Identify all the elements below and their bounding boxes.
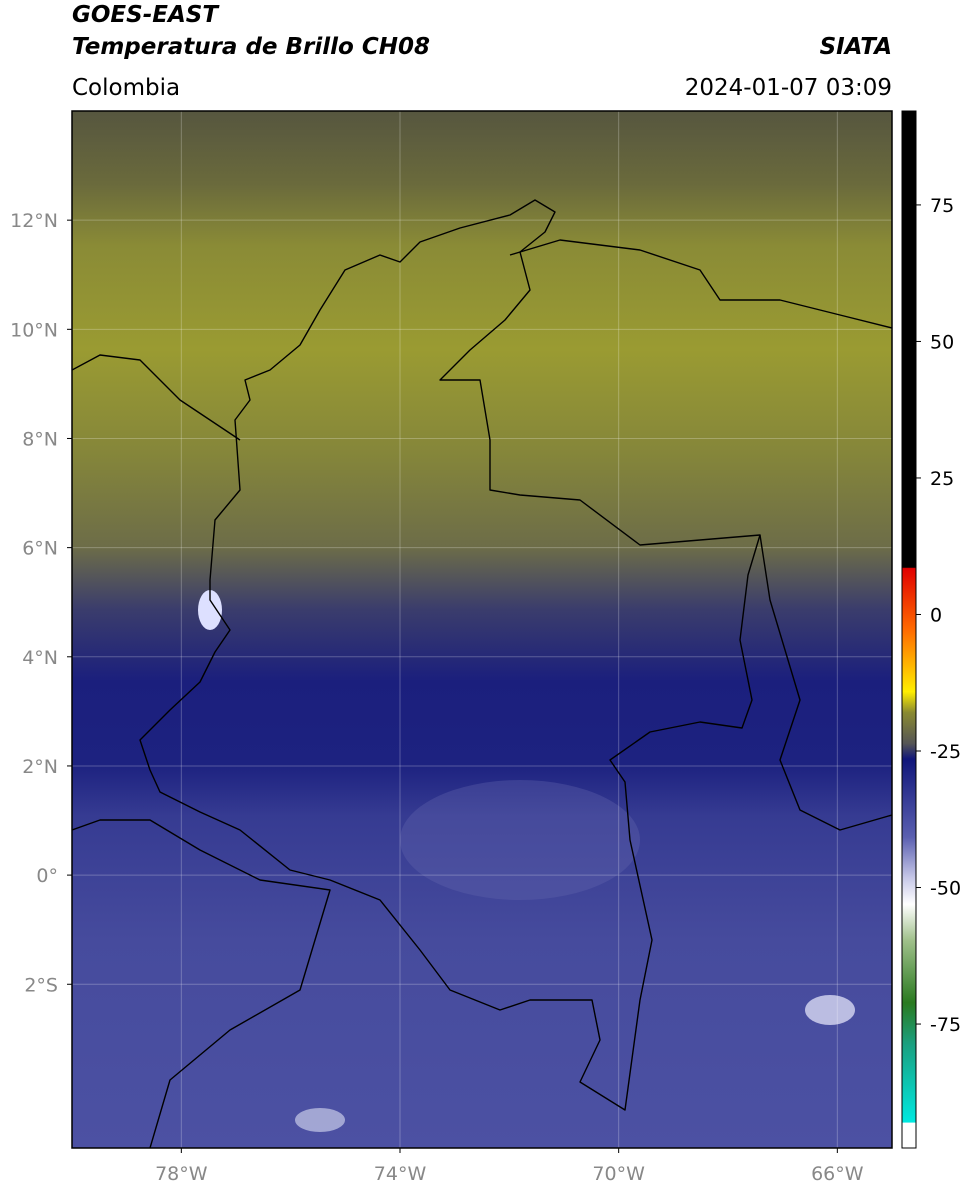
colorbar-tick-label: 0 xyxy=(930,604,942,626)
lon-tick-label: 74°W xyxy=(374,1163,427,1185)
lat-tick-label: 10°N xyxy=(10,319,58,341)
country-border xyxy=(139,199,761,1111)
lon-tick-label: 78°W xyxy=(155,1163,208,1185)
colorbar-tick-label: 50 xyxy=(930,331,954,353)
colorbar-tick-label: 75 xyxy=(930,195,954,217)
coastline xyxy=(759,534,892,831)
colorbar-tick-label: -75 xyxy=(930,1014,961,1036)
labels: 78°W 74°W 70°W 66°W 12°N 10°N 8°N 6°N 4°N 2°N 0° 2°… xyxy=(10,195,961,1185)
cloud xyxy=(295,1108,345,1132)
map xyxy=(72,111,892,1148)
grid xyxy=(72,111,892,1148)
lat-tick-label: 8°N xyxy=(22,428,58,450)
cloud xyxy=(805,995,855,1025)
lat-tick-label: 2°S xyxy=(24,974,58,996)
map-background xyxy=(72,111,892,1148)
lat-tick-label: 0° xyxy=(36,865,58,887)
lat-tick-label: 12°N xyxy=(10,210,58,232)
datetime: 2024-01-07 03:09 xyxy=(685,75,892,101)
colorbar-tick-label: -25 xyxy=(930,741,961,763)
colorbar-tick-label: -50 xyxy=(930,878,961,900)
source: SIATA xyxy=(820,34,892,60)
colorbar xyxy=(901,110,917,1149)
coastline xyxy=(509,239,892,329)
lon-tick-label: 66°W xyxy=(811,1163,864,1185)
region: Colombia xyxy=(72,75,180,101)
title: GOES-EAST xyxy=(72,2,220,28)
lat-tick-label: 4°N xyxy=(22,647,58,669)
lat-tick-label: 2°N xyxy=(22,756,58,778)
coastline xyxy=(72,354,241,441)
lon-tick-label: 70°W xyxy=(592,1163,645,1185)
cloud xyxy=(198,590,222,630)
subtitle: Temperatura de Brillo CH08 xyxy=(72,34,430,60)
coastline xyxy=(72,819,331,1148)
cloud xyxy=(400,780,640,900)
colorbar-tick-label: 25 xyxy=(930,468,954,490)
map-frame xyxy=(71,110,893,1149)
lat-tick-label: 6°N xyxy=(22,538,58,560)
